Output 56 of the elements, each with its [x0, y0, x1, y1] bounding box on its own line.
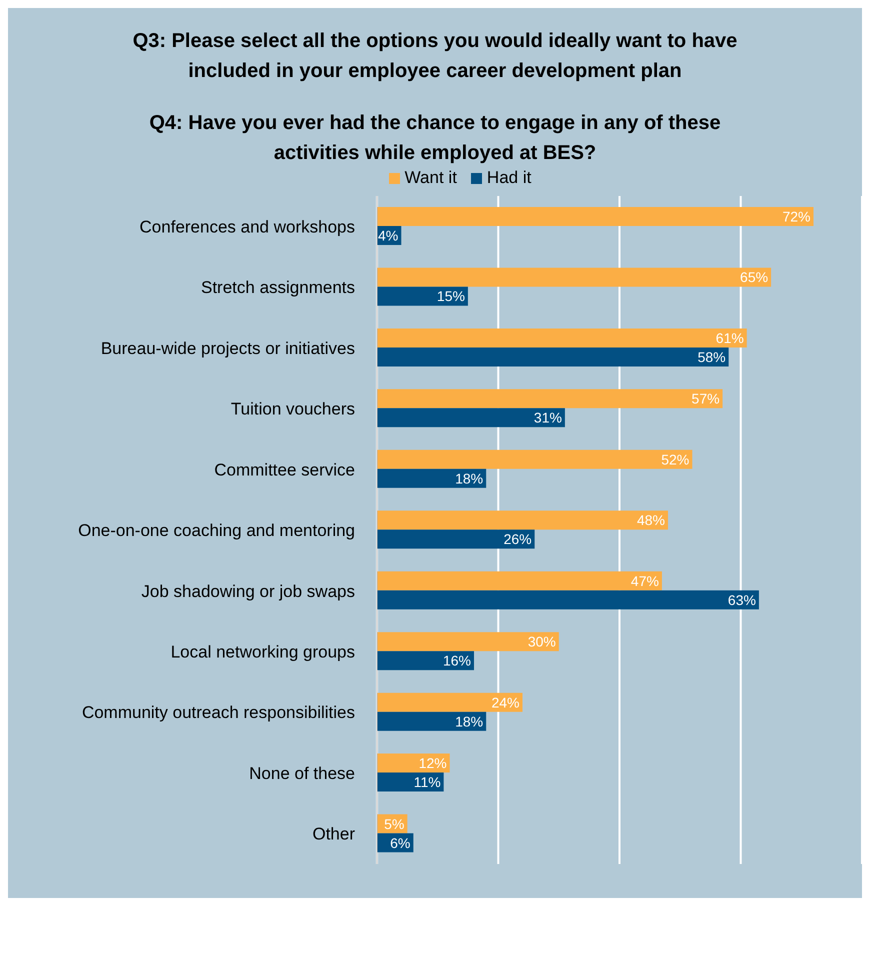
bar [377, 571, 662, 590]
legend-label: Want it [404, 168, 457, 188]
bar [377, 468, 486, 488]
bar [377, 712, 486, 731]
bar [377, 510, 668, 530]
data-label: 6% [390, 834, 410, 851]
bar [377, 450, 692, 469]
data-label: 5% [384, 816, 404, 832]
bar [377, 692, 522, 712]
y-tick-label: Local networking groups [170, 642, 355, 662]
bar [377, 286, 468, 306]
y-tick-label: Committee service [214, 460, 355, 480]
bar [377, 347, 729, 366]
y-tick-label: Conferences and workshops [140, 217, 355, 236]
y-tick-label: Tuition vouchers [230, 400, 355, 419]
y-tick-label: Community outreach responsibilities [82, 703, 355, 722]
data-label: 26% [504, 531, 532, 548]
bar [377, 530, 535, 549]
y-tick-label: Bureau-wide projects or initiatives [100, 338, 355, 358]
y-tick-label: One-on-one coaching and mentoring [78, 521, 355, 540]
data-label: 15% [436, 288, 465, 304]
data-label: 61% [716, 330, 744, 346]
data-label: 65% [740, 269, 768, 286]
y-tick-label: Other [312, 824, 356, 844]
data-label: 58% [698, 348, 726, 365]
data-label: 24% [491, 694, 520, 710]
bar [377, 389, 723, 408]
data-label: 72% [782, 208, 810, 224]
bar [377, 268, 772, 287]
bar [377, 408, 565, 428]
bar [377, 328, 747, 348]
y-tick-label: Stretch assignments [200, 278, 355, 298]
bar [377, 207, 814, 226]
data-label: 57% [692, 390, 720, 407]
bar [377, 651, 474, 670]
bar [377, 754, 450, 773]
data-label: 30% [528, 634, 556, 650]
bar [377, 632, 559, 652]
data-label: 48% [636, 512, 665, 528]
data-label: 12% [418, 755, 447, 772]
data-label: 18% [455, 713, 484, 730]
chart-title: Q3: Please select all the options you would ideally want to have included in your employee career development plan [132, 29, 738, 84]
data-label: 47% [630, 572, 659, 589]
chart-subtitle: Q4: Have you ever had the chance to engage in any of these activities while employed at BES? [148, 111, 722, 166]
y-tick-label: None of these [249, 764, 355, 783]
data-label: 11% [414, 774, 441, 790]
bar [377, 590, 759, 610]
legend-label: Had it [486, 168, 532, 188]
bar [377, 772, 444, 792]
data-label: 16% [442, 652, 471, 669]
data-label: 18% [455, 470, 484, 486]
y-tick-label: Job shadowing or job swaps [141, 582, 355, 601]
data-label: 52% [661, 451, 690, 468]
data-label: 4% [378, 228, 398, 244]
data-label: 31% [534, 410, 562, 426]
data-label: 63% [728, 592, 756, 608]
